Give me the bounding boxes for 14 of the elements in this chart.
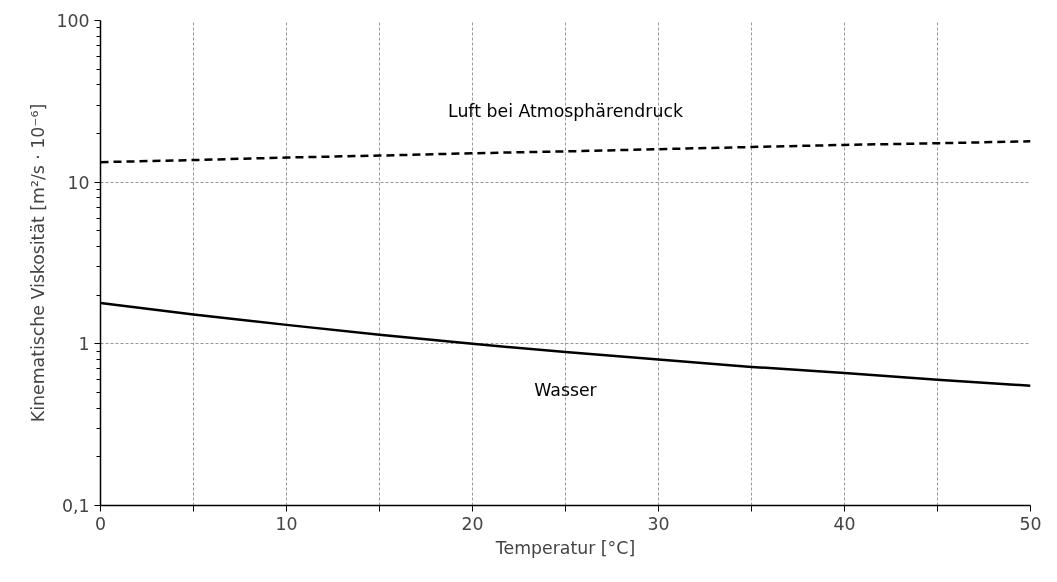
series-label: Luft bei Atmosphärendruck: [448, 101, 683, 122]
x-tick-label: 10: [275, 513, 298, 534]
x-tick-label: 40: [833, 513, 856, 534]
x-tick-label: 0: [94, 513, 107, 534]
y-tick-label: 1: [78, 334, 90, 355]
y-tick-label: 10: [67, 172, 90, 193]
x-axis-title: Temperatur [°C]: [494, 537, 636, 558]
y-tick-label: 100: [56, 11, 90, 31]
y-axis-title: Kinematische Viskosität [m²/s · 10⁻⁶]: [28, 103, 49, 423]
x-tick-label: 30: [647, 513, 670, 534]
series-label: Wasser: [534, 380, 598, 401]
x-tick-label: 50: [1019, 513, 1042, 534]
x-tick-label: 20: [461, 513, 484, 534]
y-tick-label: 0,1: [61, 496, 90, 516]
